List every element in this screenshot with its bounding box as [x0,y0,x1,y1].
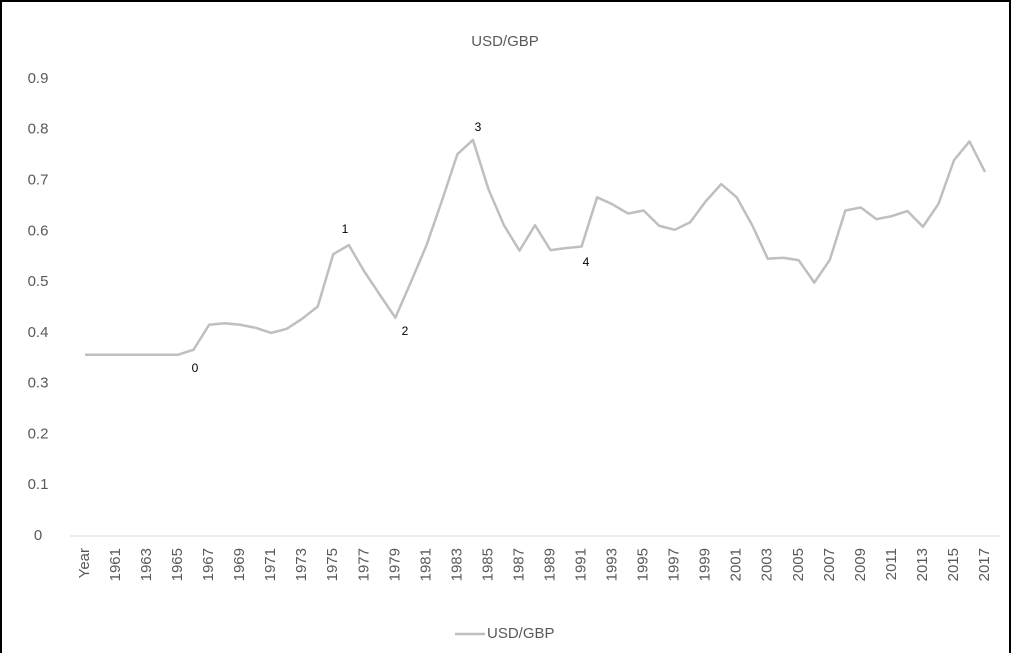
x-tick-label: 1991 [573,548,590,581]
x-tick-label: 1983 [448,548,465,581]
x-tick-label: 1961 [107,548,124,581]
x-tick-label: 2007 [821,548,838,581]
y-tick-label: 0.9 [28,70,49,87]
y-tick-label: 0.8 [28,121,49,138]
x-tick-label: 1973 [293,548,310,581]
x-tick-label: 1989 [541,548,558,581]
x-tick-label: 1995 [635,548,652,581]
x-tick-label: 1971 [262,548,279,581]
x-tick-label: 1977 [355,548,372,581]
x-tick-label: 2017 [976,548,993,581]
x-tick-label: 1997 [666,548,683,581]
x-tick-label: 1985 [479,548,496,581]
x-tick-label: 2001 [728,548,745,581]
x-tick-label: 2003 [759,548,776,581]
annotation: 4 [583,255,590,269]
x-tick-label: 2005 [790,548,807,581]
data-line [85,138,987,356]
annotation: 3 [475,120,482,134]
x-tick-label: 1999 [697,548,714,581]
x-tick-label: 1963 [138,548,155,581]
chart-title: USD/GBP [471,33,539,50]
y-tick-label: 0.3 [28,375,49,392]
x-tick-label: 2011 [883,548,900,580]
annotation: 1 [342,222,349,236]
y-tick-label: 0.5 [28,273,49,290]
x-tick-label: 2009 [852,548,869,581]
x-tick-label: 1965 [169,548,186,581]
x-tick-label: Year [76,548,93,578]
y-tick-label: 0.4 [28,324,49,341]
x-tick-label: 1993 [604,548,621,581]
y-tick-label: 0 [34,527,42,544]
y-tick-label: 0.6 [28,222,49,239]
x-tick-label: 2015 [945,548,962,581]
x-tick-label: 1967 [200,548,217,581]
x-tick-label: 1987 [510,548,527,581]
y-tick-label: 0.1 [28,476,49,493]
legend-label: USD/GBP [487,625,555,642]
x-tick-label: 1975 [324,548,341,581]
annotation: 2 [402,324,409,338]
x-tick-label: 1969 [231,548,248,581]
x-tick-label: 1981 [417,548,434,581]
x-tick-label: 1979 [386,548,403,581]
y-tick-label: 0.2 [28,425,49,442]
annotation: 0 [192,361,199,375]
y-tick-label: 0.7 [28,172,49,189]
x-tick-label: 2013 [914,548,931,581]
